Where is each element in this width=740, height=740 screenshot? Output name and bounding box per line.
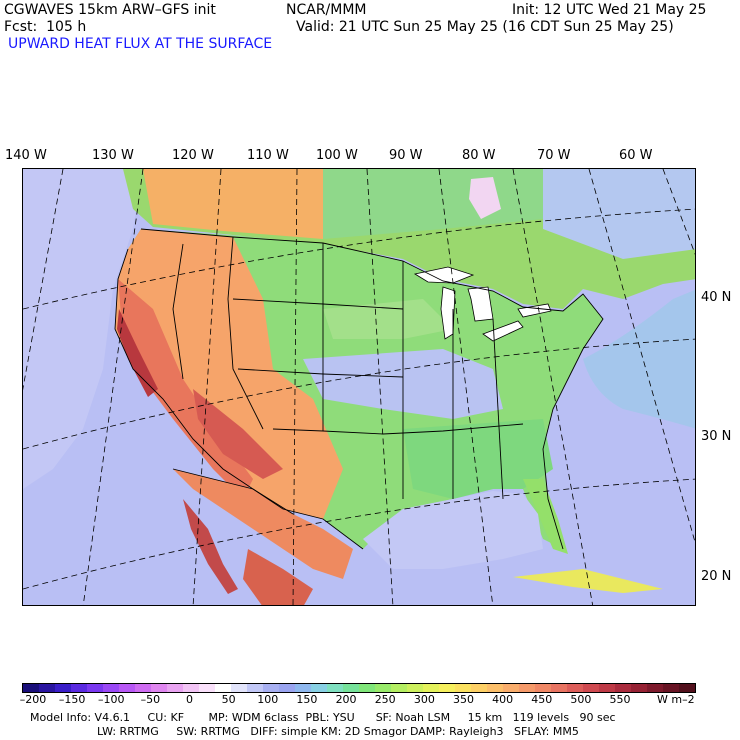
heat-flux-map <box>22 168 696 606</box>
lon-label-90w: 90 W <box>389 148 423 163</box>
colorbar-swatch <box>183 684 199 692</box>
organization: NCAR/MMM <box>286 2 367 18</box>
colorbar-swatch <box>87 684 103 692</box>
colorbar-tick-label: 300 <box>413 693 435 706</box>
model-info-line-2: LW: RRTMG SW: RRTMG DIFF: simple KM: 2D … <box>97 725 579 738</box>
colorbar-swatch <box>279 684 295 692</box>
lon-label-110w: 110 W <box>247 148 289 163</box>
colorbar-tick-label: 500 <box>570 693 592 706</box>
colorbar-swatch <box>247 684 263 692</box>
colorbar-ticks: –200 –150 –100 –50 0 50 100 150 200 250 300 350 400 4… <box>0 693 740 707</box>
colorbar-swatch <box>615 684 631 692</box>
colorbar-swatch <box>503 684 519 692</box>
colorbar-swatch <box>151 684 167 692</box>
colorbar-swatch <box>231 684 247 692</box>
colorbar <box>22 683 696 693</box>
colorbar-tick-label: –100 <box>98 693 125 706</box>
colorbar-swatch <box>23 684 39 692</box>
lon-label-140w: 140 W <box>5 148 47 163</box>
colorbar-tick-label: –50 <box>140 693 161 706</box>
colorbar-swatch <box>407 684 423 692</box>
lon-label-100w: 100 W <box>316 148 358 163</box>
colorbar-swatch <box>599 684 615 692</box>
colorbar-swatch <box>551 684 567 692</box>
model-info-line-1: Model Info: V4.6.1 CU: KF MP: WDM 6class… <box>30 711 616 724</box>
colorbar-tick-label: 200 <box>335 693 357 706</box>
colorbar-swatch <box>295 684 311 692</box>
colorbar-swatch <box>103 684 119 692</box>
colorbar-swatch <box>391 684 407 692</box>
map-graphic <box>23 169 695 605</box>
colorbar-tick-label: 50 <box>221 693 236 706</box>
colorbar-tick-label: 250 <box>374 693 396 706</box>
colorbar-swatch <box>39 684 55 692</box>
colorbar-swatch <box>167 684 183 692</box>
lon-label-60w: 60 W <box>619 148 653 163</box>
valid-time: Valid: 21 UTC Sun 25 May 25 (16 CDT Sun … <box>296 19 674 35</box>
colorbar-tick-label: 150 <box>296 693 318 706</box>
field-title: UPWARD HEAT FLUX AT THE SURFACE <box>8 36 273 52</box>
colorbar-tick-label: –150 <box>58 693 86 706</box>
lon-label-120w: 120 W <box>172 148 214 163</box>
colorbar-swatch <box>455 684 471 692</box>
colorbar-swatch <box>215 684 231 692</box>
colorbar-swatch <box>71 684 87 692</box>
colorbar-tick-label: 550 <box>609 693 631 706</box>
lon-label-80w: 80 W <box>462 148 496 163</box>
colorbar-swatch <box>327 684 343 692</box>
colorbar-tick-label: 450 <box>531 693 553 706</box>
colorbar-tick-label: 100 <box>257 693 279 706</box>
colorbar-swatch <box>487 684 503 692</box>
colorbar-swatch <box>519 684 535 692</box>
colorbar-swatch <box>263 684 279 692</box>
colorbar-swatch <box>663 684 679 692</box>
colorbar-swatch <box>311 684 327 692</box>
colorbar-swatch <box>631 684 647 692</box>
colorbar-tick-label: 0 <box>186 693 194 706</box>
lat-label-20n: 20 N <box>701 569 732 584</box>
colorbar-swatch <box>647 684 663 692</box>
colorbar-swatch <box>55 684 71 692</box>
colorbar-swatch <box>135 684 151 692</box>
colorbar-swatch <box>199 684 215 692</box>
colorbar-swatch <box>471 684 487 692</box>
colorbar-swatch <box>343 684 359 692</box>
colorbar-tick-label: –200 <box>19 693 47 706</box>
forecast-hour: Fcst: 105 h <box>4 19 87 35</box>
colorbar-swatch <box>375 684 391 692</box>
colorbar-swatch <box>583 684 599 692</box>
colorbar-swatch <box>359 684 375 692</box>
colorbar-swatch <box>423 684 439 692</box>
colorbar-swatch <box>119 684 135 692</box>
colorbar-tick-label: 350 <box>452 693 474 706</box>
lon-label-70w: 70 W <box>537 148 571 163</box>
lon-label-130w: 130 W <box>92 148 134 163</box>
colorbar-swatch <box>535 684 551 692</box>
lat-label-30n: 30 N <box>701 429 732 444</box>
colorbar-units: W m–2 <box>657 693 695 706</box>
colorbar-swatch <box>439 684 455 692</box>
lat-label-40n: 40 N <box>701 290 732 305</box>
colorbar-swatch <box>679 684 695 692</box>
model-title: CGWAVES 15km ARW–GFS init <box>4 2 216 18</box>
init-time: Init: 12 UTC Wed 21 May 25 <box>512 2 707 18</box>
colorbar-tick-label: 400 <box>492 693 514 706</box>
colorbar-swatch <box>567 684 583 692</box>
